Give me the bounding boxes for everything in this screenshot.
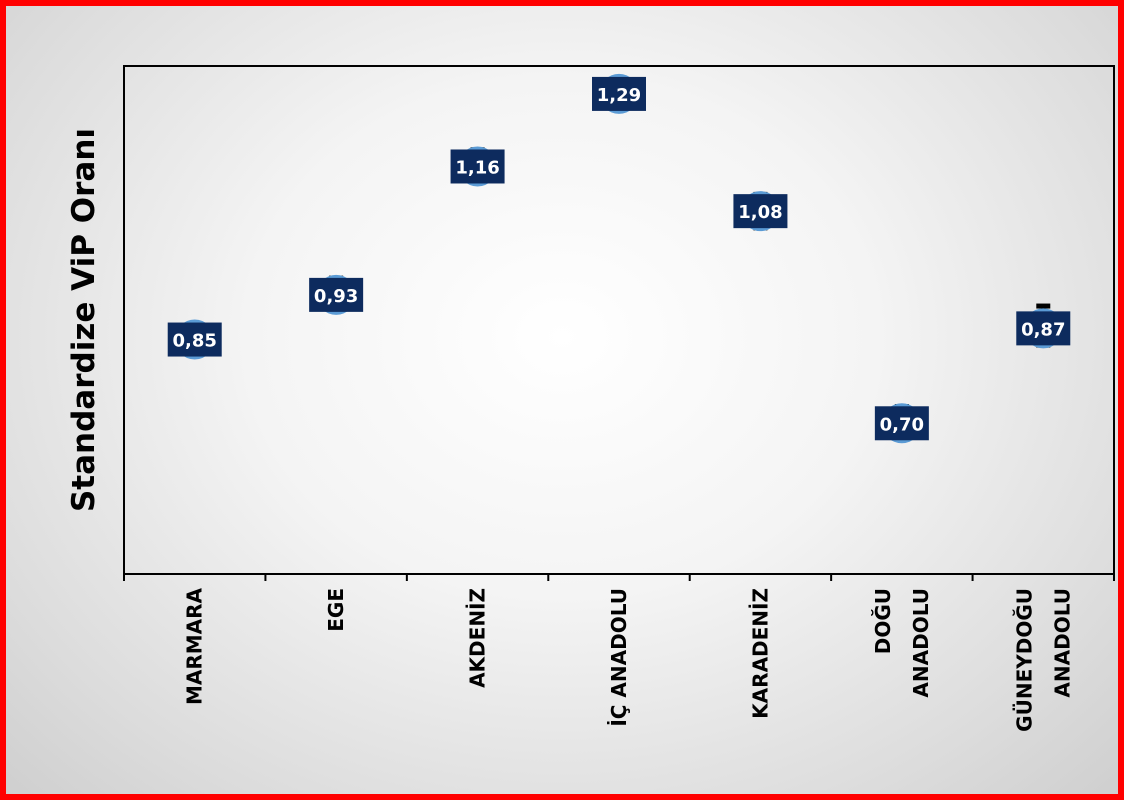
data-label-box (733, 194, 788, 229)
data-point-akdeniz: 1,16 (450, 146, 505, 187)
y-axis-label: Standardize ViP Oranı (66, 128, 102, 512)
data-label-box (874, 406, 929, 441)
data-label: 1,08 (738, 202, 782, 223)
x-tick-label-karadeniz: KARADENİZ (748, 588, 772, 719)
data-label: 0,70 (880, 414, 924, 435)
x-tick-label-ege: EGE (324, 588, 348, 632)
data-label-box (450, 149, 505, 184)
data-label: 0,87 (1021, 319, 1065, 340)
svg-text:MARMARA: MARMARA (183, 587, 207, 705)
data-label: 0,93 (314, 286, 358, 307)
x-axis-ticks (123, 574, 1115, 581)
x-tick-label-dogu-anadolu: DOĞU ANADOLU (871, 588, 933, 698)
data-label: 1,16 (455, 157, 499, 178)
svg-text:AKDENİZ: AKDENİZ (466, 588, 490, 688)
data-label-box (167, 322, 222, 357)
data-point-ege: 0,93 (309, 274, 364, 315)
data-point-marmara: 0,85 (167, 319, 222, 360)
data-point-dogu-anadolu: 0,70 (874, 403, 929, 444)
x-tick-label-ic-anadolu: İÇ ANADOLU (607, 588, 631, 727)
data-label-box (1016, 311, 1071, 346)
svg-text:İÇ ANADOLU: İÇ ANADOLU (607, 588, 631, 727)
svg-text:EGE: EGE (324, 588, 348, 632)
x-axis-labels: MARMARA EGE AKDENİZ İÇ ANADOLU KARADENİZ DOĞU… (183, 587, 1075, 731)
data-label-box (309, 277, 364, 312)
svg-text:KARADENİZ: KARADENİZ (748, 588, 772, 719)
data-point-karadeniz: 1,08 (733, 191, 788, 232)
data-points: 0,85 0,93 1,16 1,29 1,08 0,70 0,87 (167, 73, 1071, 444)
chart-svg: Standardize ViP Oranı MARMARA EGE AKDENİZ İ… (66, 65, 1115, 732)
data-label: 0,85 (173, 331, 217, 352)
data-point-guneydogu-anadolu: 0,87 (1016, 303, 1071, 349)
x-tick-label-marmara: MARMARA (183, 587, 207, 705)
data-label-box (592, 76, 646, 111)
x-tick-label-guneydogu-anadolu: GÜNEYDOĞU ANADOLU (1012, 588, 1074, 732)
plot-area (123, 65, 1115, 575)
data-label: 1,29 (597, 85, 641, 106)
x-tick-label-akdeniz: AKDENİZ (466, 588, 490, 688)
data-point-ic-anadolu: 1,29 (592, 73, 646, 114)
